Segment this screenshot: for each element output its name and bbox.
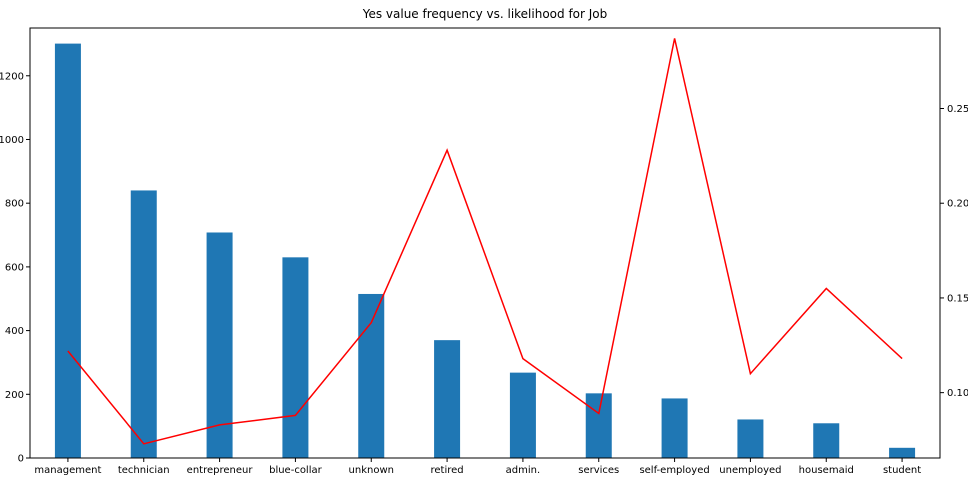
x-tick-label-student: student <box>883 465 921 476</box>
bar-entrepreneur <box>206 232 233 458</box>
y-left-tick-label: 400 <box>5 326 24 337</box>
x-tick-label-technician: technician <box>118 465 170 476</box>
bar-admin. <box>509 372 536 458</box>
likelihood-line <box>67 38 903 445</box>
y-right-tick-label: 0.15 <box>947 293 968 304</box>
x-tick-label-entrepreneur: entrepreneur <box>187 465 254 476</box>
axes-group: 0 200 400 600 800 1000 1200 0.10 0.15 0.20 0.25 man… <box>0 27 968 476</box>
bar-student <box>889 447 916 458</box>
bar-retired <box>434 340 461 458</box>
x-tick-label-admin.: admin. <box>506 465 541 476</box>
x-tick-label-management: management <box>34 465 101 476</box>
x-tick-label-unemployed: unemployed <box>719 465 781 476</box>
y-right-tick-label: 0.10 <box>947 388 968 399</box>
bar-self-employed <box>661 398 688 458</box>
y-left-tick-label: 0 <box>18 454 24 465</box>
bar-housemaid <box>813 423 840 458</box>
x-tick-label-self-employed: self-employed <box>639 465 709 476</box>
bar-blue-collar <box>282 257 309 458</box>
y-left-tick-label: 800 <box>5 199 24 210</box>
x-tick-label-unknown: unknown <box>349 465 394 476</box>
y-left-tick-label: 1200 <box>0 71 24 82</box>
likelihood-line-group <box>67 38 903 445</box>
y-left-tick-label: 1000 <box>0 135 24 146</box>
y-left-tick-label: 600 <box>5 262 24 273</box>
bars-group <box>54 43 916 458</box>
y-right-tick-label: 0.20 <box>947 199 968 210</box>
y-left-tick-label: 200 <box>5 390 24 401</box>
x-tick-label-blue-collar: blue-collar <box>269 465 323 476</box>
x-tick-label-services: services <box>578 465 619 476</box>
bar-services <box>585 393 612 458</box>
bar-technician <box>130 190 157 458</box>
bar-unknown <box>358 293 385 458</box>
y-right-tick-label: 0.25 <box>947 104 968 115</box>
bar-management <box>54 43 81 458</box>
chart-title: Yes value frequency vs. likelihood for J… <box>362 7 608 21</box>
x-tick-label-housemaid: housemaid <box>799 465 854 476</box>
plot-frame <box>29 27 941 459</box>
x-tick-label-retired: retired <box>431 465 464 476</box>
bar-unemployed <box>737 419 764 458</box>
